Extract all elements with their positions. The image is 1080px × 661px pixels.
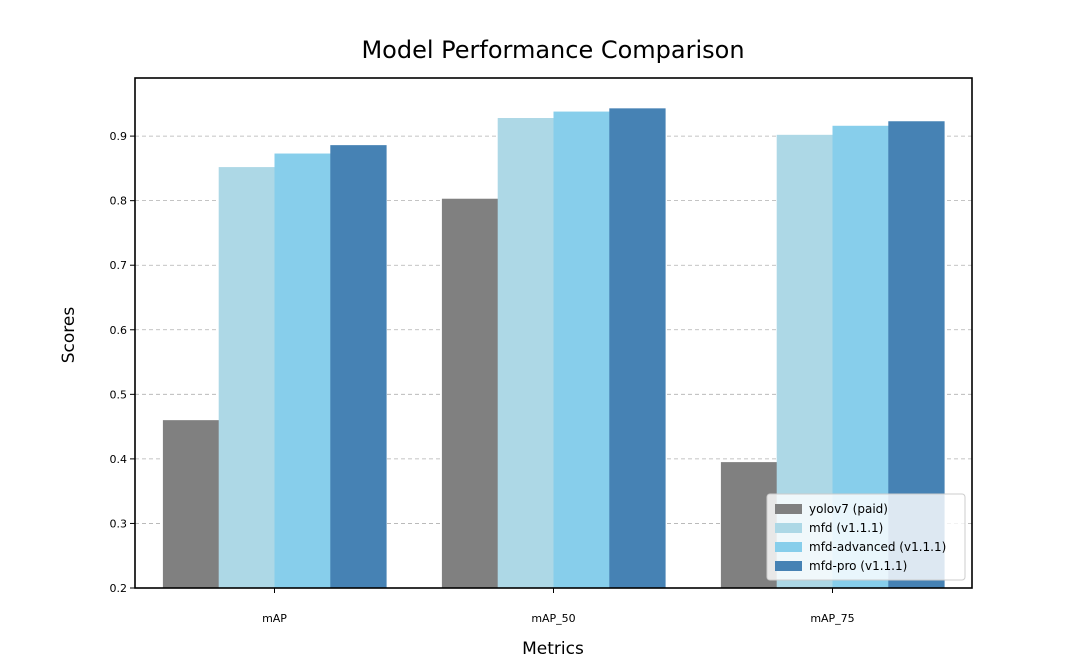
legend-swatch: [775, 504, 802, 514]
x-tick-label: mAP_50: [531, 612, 575, 625]
y-tick-label: 0.4: [110, 453, 128, 466]
legend-swatch: [775, 561, 802, 571]
y-tick-label: 0.8: [110, 195, 128, 208]
y-tick-label: 0.5: [110, 388, 128, 401]
bar: [553, 111, 610, 589]
legend-label: mfd-advanced (v1.1.1): [809, 540, 946, 554]
bar: [497, 118, 554, 588]
y-axis-label: Scores: [59, 307, 79, 364]
bar: [441, 198, 499, 589]
x-tick-label: mAP_75: [810, 612, 854, 625]
y-tick-label: 0.2: [110, 582, 128, 595]
x-tick-label: mAP: [262, 612, 287, 625]
x-axis: mAP mAP_50 mAP_75: [262, 588, 855, 625]
legend: yolov7 (paid) mfd (v1.1.1) mfd-advanced (v…: [766, 493, 966, 581]
bar: [218, 167, 275, 588]
y-axis: 0.2 0.3 0.4 0.5 0.6 0.7 0.8 0.9: [110, 130, 135, 595]
bar: [274, 153, 331, 588]
legend-swatch: [775, 523, 802, 533]
legend-label: yolov7 (paid): [809, 502, 888, 516]
x-axis-label: Metrics: [522, 639, 584, 659]
legend-swatch: [775, 542, 802, 552]
y-tick-label: 0.9: [110, 130, 128, 143]
y-tick-label: 0.3: [110, 517, 128, 530]
chart-title: Model Performance Comparison: [361, 36, 744, 64]
legend-label: mfd-pro (v1.1.1): [809, 559, 907, 573]
y-tick-label: 0.7: [110, 259, 128, 272]
bar: [330, 145, 387, 589]
legend-box: [766, 493, 966, 581]
bar: [609, 108, 666, 589]
y-tick-label: 0.6: [110, 324, 128, 337]
legend-label: mfd (v1.1.1): [809, 521, 883, 535]
bar: [162, 420, 220, 588]
